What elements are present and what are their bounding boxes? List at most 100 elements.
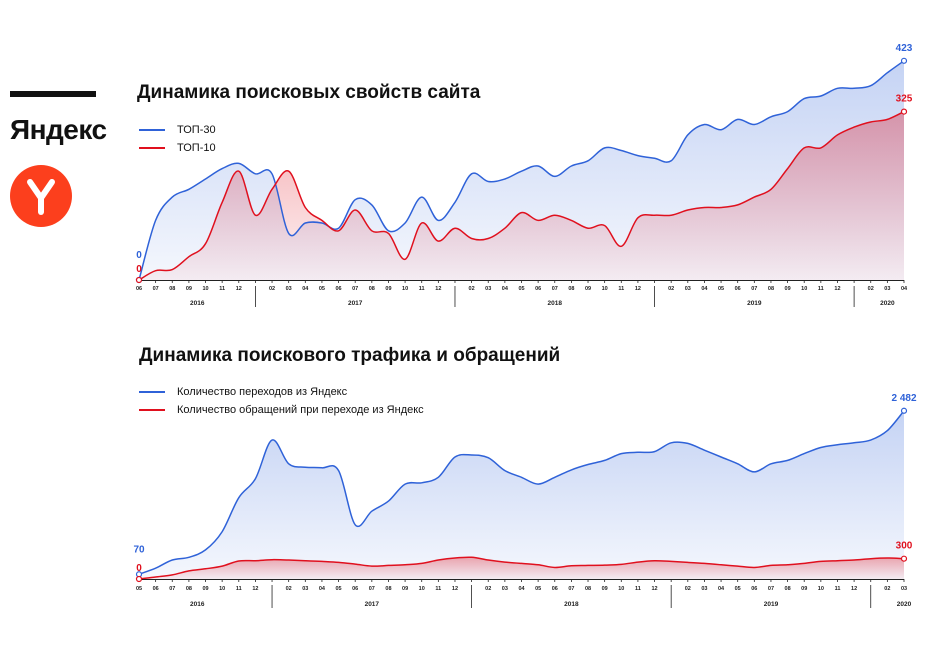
x-tick-label: 06	[735, 286, 741, 292]
chart1-title: Динамика поисковых свойств сайта	[137, 82, 481, 103]
x-tick-label: 05	[518, 286, 524, 292]
x-tick-label: 12	[834, 286, 840, 292]
x-tick-label: 07	[169, 586, 175, 592]
x-tick-label: 12	[236, 286, 242, 292]
chart1-legend-top30: ТОП-30	[139, 124, 216, 136]
x-tick-label: 05	[336, 586, 342, 592]
legend-label: ТОП-30	[177, 124, 216, 136]
legend-swatch	[139, 129, 165, 131]
x-tick-label: 10	[818, 586, 824, 592]
x-tick-label: 12	[452, 586, 458, 592]
x-tick-label: 04	[319, 586, 326, 592]
series-line	[138, 110, 905, 281]
x-tick-label: 02	[485, 586, 491, 592]
series-area	[139, 557, 904, 579]
x-tick-label: 02	[868, 286, 874, 292]
series-line	[138, 410, 905, 575]
x-tick-label: 09	[602, 586, 608, 592]
legend-swatch	[139, 409, 165, 411]
legend-swatch	[139, 147, 165, 149]
x-tick-label: 11	[435, 586, 441, 592]
legend-label: Количество переходов из Яндекс	[177, 386, 348, 398]
x-tick-label: 09	[385, 286, 391, 292]
x-tick-label: 09	[202, 586, 208, 592]
x-tick-label: 10	[419, 586, 425, 592]
legend-label: ТОП-10	[177, 142, 216, 154]
x-tick-label: 10	[801, 286, 807, 292]
legend-swatch	[139, 391, 165, 393]
x-tick-label: 08	[785, 586, 791, 592]
x-tick-label: 10	[618, 586, 624, 592]
x-tick-label: 07	[352, 286, 358, 292]
series-line	[138, 556, 905, 580]
x-tick-label: 02	[884, 586, 890, 592]
x-tick-label: 07	[568, 586, 574, 592]
year-label: 2017	[348, 300, 363, 307]
x-tick-label: 02	[286, 586, 292, 592]
x-tick-label: 08	[385, 586, 391, 592]
x-tick-label: 10	[602, 286, 608, 292]
chart2-legend-requests: Количество обращений при переходе из Янд…	[139, 404, 424, 416]
end-point	[900, 555, 908, 562]
x-tick-label: 08	[768, 286, 774, 292]
start-value-label: 0	[136, 563, 142, 574]
chart1-area-plot: 06 07 08 09 10 11 12 02 03 04 05 06 07 08 09 10 11 12 02 03…	[135, 43, 913, 307]
x-tick-label: 03	[884, 286, 890, 292]
x-tick-label: 08	[369, 286, 375, 292]
x-tick-label: 07	[751, 286, 757, 292]
x-tick-label: 11	[236, 586, 242, 592]
year-label: 2018	[564, 601, 579, 608]
end-value-label: 423	[896, 43, 913, 54]
x-tick-label: 08	[169, 286, 175, 292]
x-tick-label: 12	[635, 286, 641, 292]
x-tick-label: 06	[535, 286, 541, 292]
chart2-title: Динамика поискового трафика и обращений	[139, 345, 561, 366]
x-tick-label: 03	[685, 286, 691, 292]
x-tick-label: 04	[901, 286, 908, 292]
x-tick-label: 08	[585, 586, 591, 592]
year-label: 2019	[764, 601, 779, 608]
x-tick-label: 03	[901, 586, 907, 592]
start-value-label: 70	[133, 544, 145, 555]
x-tick-label: 10	[402, 286, 408, 292]
year-label: 2018	[548, 300, 563, 307]
year-label: 2020	[897, 601, 912, 608]
year-label: 2016	[190, 601, 205, 608]
x-tick-label: 07	[153, 286, 159, 292]
x-tick-label: 07	[768, 586, 774, 592]
x-tick-label: 03	[701, 586, 707, 592]
end-point	[900, 407, 908, 414]
year-label: 2016	[190, 300, 205, 307]
x-tick-label: 05	[735, 586, 741, 592]
x-tick-label: 06	[136, 286, 142, 292]
x-tick-label: 05	[136, 586, 142, 592]
x-tick-label: 05	[535, 586, 541, 592]
start-point	[135, 575, 143, 583]
end-point	[900, 108, 908, 115]
x-tick-label: 12	[435, 286, 441, 292]
x-tick-label: 05	[718, 286, 724, 292]
x-tick-label: 02	[668, 286, 674, 292]
end-value-label: 300	[896, 541, 913, 552]
x-tick-label: 04	[518, 586, 525, 592]
x-tick-label: 03	[302, 586, 308, 592]
x-tick-label: 04	[718, 586, 725, 592]
series-area	[139, 410, 904, 579]
x-tick-label: 09	[785, 286, 791, 292]
x-tick-label: 06	[153, 586, 159, 592]
x-tick-label: 12	[851, 586, 857, 592]
x-tick-label: 11	[618, 286, 624, 292]
year-label: 2020	[880, 300, 895, 307]
x-tick-label: 06	[552, 586, 558, 592]
series-area	[139, 111, 904, 280]
x-tick-label: 10	[219, 586, 225, 592]
x-tick-label: 10	[202, 286, 208, 292]
x-tick-label: 06	[751, 586, 757, 592]
start-value-label: 0	[136, 264, 142, 275]
x-tick-label: 06	[352, 586, 358, 592]
yandex-logo-icon	[10, 165, 72, 227]
x-tick-label: 11	[219, 286, 225, 292]
x-tick-label: 09	[801, 586, 807, 592]
x-tick-label: 07	[552, 286, 558, 292]
